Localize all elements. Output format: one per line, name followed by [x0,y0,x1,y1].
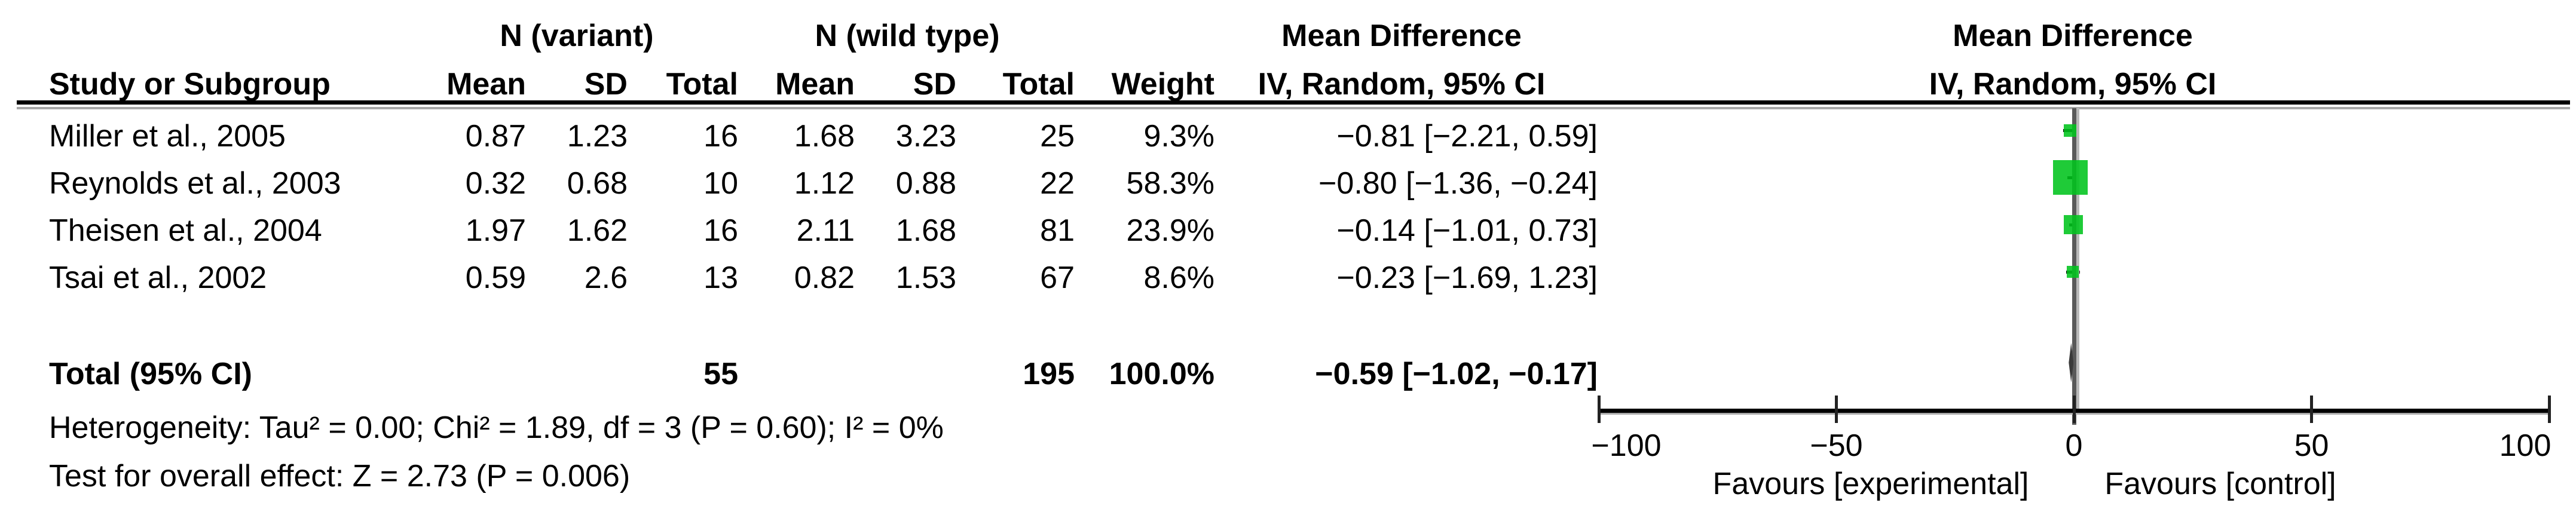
axis-tick [2072,396,2076,423]
total-wild-cell: 22 [1040,166,1075,201]
sd-variant-cell: 1.62 [567,213,628,248]
study-name: Theisen et al., 2004 [49,213,322,248]
mean-wild-cell: 1.12 [794,166,855,201]
axis-tick-label: 0 [2065,428,2083,463]
ci-text-cell: −0.14 [−1.01, 0.73] [1336,213,1598,248]
weight-cell: 8.6% [1143,260,1214,295]
col-group-n-wild-type: N (wild type) [815,19,1000,53]
total-wild-cell: 25 [1040,119,1075,154]
favours-left-label: Favours [experimental] [1712,467,2029,501]
effect-square [2067,266,2079,278]
sd-variant-cell: 1.23 [567,119,628,154]
weight-cell: 23.9% [1126,213,1214,248]
col-group-mean-difference-plot: Mean Difference [1953,19,2193,53]
col-header-mean-wild: Mean [775,67,855,102]
overall-effect-test: Test for overall effect: Z = 2.73 (P = 0… [49,459,631,493]
mean-variant-cell: 0.32 [465,166,526,201]
total-variant-cell: 10 [703,166,738,201]
axis-tick-label: −50 [1810,428,1863,463]
col-header-study: Study or Subgroup [49,67,331,102]
axis-tick [2547,396,2551,423]
axis-tick-label: 100 [2499,428,2551,463]
col-header-weight: Weight [1111,67,1214,102]
effect-square [2052,160,2088,195]
header-separator-shadow-line [17,107,2570,109]
col-header-total-variant: Total [666,67,738,102]
mean-wild-cell: 1.68 [794,119,855,154]
effect-square [2063,215,2083,234]
weight-cell: 58.3% [1126,166,1214,201]
total-row-label: Total (95% CI) [49,357,252,391]
total-variant-cell: 16 [703,213,738,248]
axis-tick [1597,396,1601,423]
study-name: Miller et al., 2005 [49,119,286,154]
sd-variant-cell: 2.6 [584,260,628,295]
total-variant-cell: 16 [703,119,738,154]
mean-variant-cell: 1.97 [465,213,526,248]
total-weight: 100.0% [1109,357,1214,391]
total-wild-cell: 81 [1040,213,1075,248]
study-name: Tsai et al., 2002 [49,260,267,295]
study-name: Reynolds et al., 2003 [49,166,341,201]
header-separator-line [17,100,2570,105]
total-wild-sum: 195 [1023,357,1075,391]
col-header-ci-plot: IV, Random, 95% CI [1929,67,2217,102]
total-variant-cell: 13 [703,260,738,295]
col-header-ci-table: IV, Random, 95% CI [1258,67,1546,102]
mean-wild-cell: 0.82 [794,260,855,295]
total-variant-sum: 55 [703,357,738,391]
axis-tick [2310,396,2313,423]
total-diamond [2069,343,2074,382]
ci-text-cell: −0.80 [−1.36, −0.24] [1318,166,1598,201]
col-header-sd-variant: SD [584,67,628,102]
sd-wild-cell: 1.68 [895,213,956,248]
mean-variant-cell: 0.87 [465,119,526,154]
mean-wild-cell: 2.11 [796,213,855,248]
col-group-mean-difference-table: Mean Difference [1281,19,1522,53]
sd-wild-cell: 1.53 [895,260,956,295]
col-header-mean-variant: Mean [446,67,526,102]
axis-tick-label: 50 [2294,428,2329,463]
col-header-total-wild: Total [1002,67,1075,102]
total-ci-text: −0.59 [−1.02, −0.17] [1315,357,1598,391]
total-wild-cell: 67 [1040,260,1075,295]
favours-right-label: Favours [control] [2104,467,2336,501]
axis-tick [1835,396,1838,423]
col-group-n-variant: N (variant) [500,19,654,53]
sd-wild-cell: 3.23 [895,119,956,154]
weight-cell: 9.3% [1143,119,1214,154]
sd-variant-cell: 0.68 [567,166,628,201]
mean-variant-cell: 0.59 [465,260,526,295]
col-header-sd-wild: SD [913,67,956,102]
ci-text-cell: −0.81 [−2.21, 0.59] [1336,119,1598,154]
ci-text-cell: −0.23 [−1.69, 1.23] [1336,260,1598,295]
effect-square [2064,124,2077,137]
axis-tick-label: −100 [1591,428,1662,463]
heterogeneity-stats: Heterogeneity: Tau² = 0.00; Chi² = 1.89,… [49,410,944,445]
zero-line-shadow [2076,108,2079,409]
sd-wild-cell: 0.88 [895,166,956,201]
